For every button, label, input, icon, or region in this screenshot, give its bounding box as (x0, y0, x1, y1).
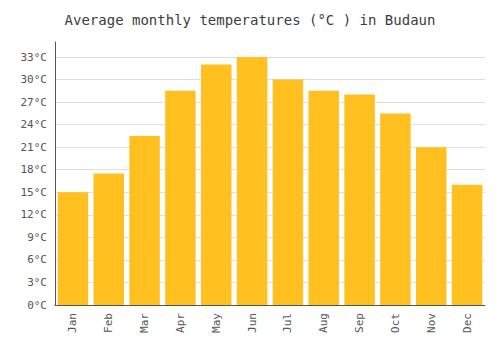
svg-text:33°C: 33°C (21, 51, 48, 64)
svg-text:Jan: Jan (66, 313, 79, 333)
svg-text:18°C: 18°C (21, 163, 48, 176)
svg-text:9°C: 9°C (27, 231, 47, 244)
svg-text:Jun: Jun (246, 313, 259, 333)
svg-text:May: May (210, 313, 223, 333)
svg-text:Apr: Apr (174, 313, 187, 333)
svg-text:6°C: 6°C (27, 253, 47, 266)
svg-text:21°C: 21°C (21, 141, 48, 154)
svg-text:Sep: Sep (353, 313, 366, 333)
svg-text:Nov: Nov (425, 313, 438, 333)
svg-text:Jul: Jul (281, 313, 294, 333)
svg-text:Dec: Dec (461, 313, 474, 333)
svg-text:0°C: 0°C (27, 299, 47, 312)
svg-text:24°C: 24°C (21, 118, 48, 131)
svg-text:Feb: Feb (102, 313, 115, 333)
svg-text:Average monthly temperatures (: Average monthly temperatures (°C ) in Bu… (65, 12, 436, 28)
svg-text:Oct: Oct (389, 313, 402, 333)
svg-text:Aug: Aug (317, 313, 330, 333)
svg-text:15°C: 15°C (21, 186, 48, 199)
svg-text:Mar: Mar (138, 313, 151, 333)
svg-text:12°C: 12°C (21, 208, 48, 221)
svg-text:3°C: 3°C (27, 276, 47, 289)
svg-text:30°C: 30°C (21, 73, 48, 86)
svg-text:27°C: 27°C (21, 96, 48, 109)
